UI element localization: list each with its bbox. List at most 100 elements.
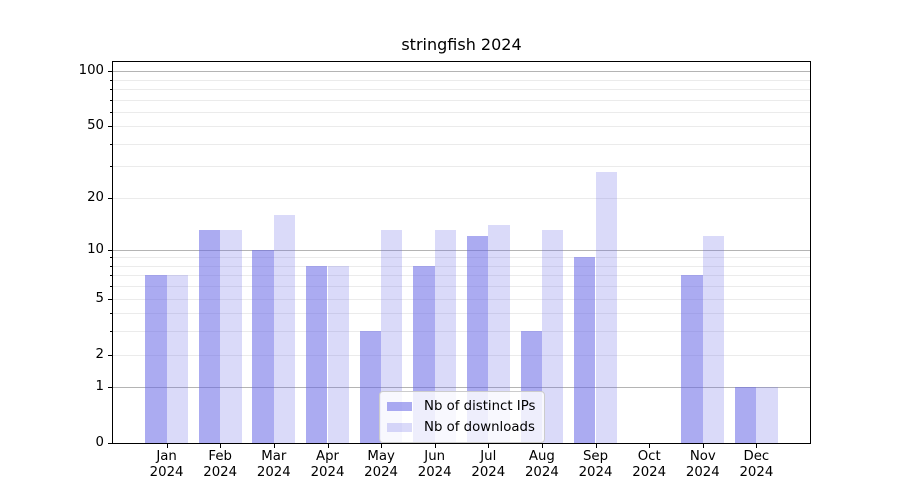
y-tick-mark — [108, 298, 112, 300]
y-tick-label: 20 — [87, 189, 104, 205]
y-tick-label: 50 — [87, 118, 104, 134]
x-tick-label: Sep 2024 — [556, 449, 636, 481]
legend-swatch — [387, 422, 412, 432]
x-tick-month: Jan — [156, 449, 177, 464]
x-tick-mark — [649, 444, 651, 448]
x-tick-year: 2024 — [524, 465, 559, 480]
x-tick-year: 2024 — [149, 465, 184, 480]
plot-area — [112, 61, 811, 444]
x-tick-label: May 2024 — [341, 449, 421, 481]
y-minor-tick-mark — [110, 111, 112, 113]
x-tick-month: Feb — [208, 449, 232, 464]
x-tick-month: Sep — [582, 449, 609, 464]
x-tick-year: 2024 — [364, 465, 399, 480]
major-gridline — [113, 71, 810, 72]
bar-nb-of-distinct-ips — [574, 257, 596, 443]
y-minor-tick-mark — [110, 265, 112, 267]
x-tick-mark — [166, 444, 168, 448]
minor-gridline — [113, 354, 810, 356]
y-minor-tick-mark — [110, 275, 112, 277]
x-tick-year: 2024 — [471, 465, 506, 480]
x-tick-label: Mar 2024 — [234, 449, 314, 481]
y-minor-tick-mark — [110, 99, 112, 101]
x-tick-label: Dec 2024 — [716, 449, 796, 481]
bar-nb-of-distinct-ips — [681, 275, 703, 443]
bar-nb-of-downloads — [166, 275, 188, 443]
major-gridline — [113, 387, 810, 389]
x-tick-month: May — [367, 449, 395, 464]
x-tick-label: Oct 2024 — [609, 449, 689, 481]
minor-gridline — [113, 313, 810, 315]
x-tick-year: 2024 — [417, 465, 452, 480]
legend-entry: Nb of downloads — [387, 418, 535, 436]
y-tick-label: 2 — [95, 346, 104, 362]
x-tick-mark — [327, 444, 329, 448]
x-tick-month: Jun — [424, 449, 446, 464]
x-tick-mark — [381, 444, 383, 448]
bar-nb-of-downloads — [756, 387, 778, 443]
x-tick-month: Oct — [637, 449, 661, 464]
x-tick-mark — [756, 444, 758, 448]
minor-gridline — [113, 79, 810, 81]
bar-nb-of-downloads — [702, 236, 725, 443]
bar-nb-of-distinct-ips — [306, 265, 328, 443]
y-minor-tick-mark — [110, 313, 112, 315]
bar-nb-of-downloads — [541, 230, 564, 443]
y-tick-mark — [108, 126, 112, 128]
legend-swatch — [387, 401, 412, 411]
bar-nb-of-downloads — [595, 171, 617, 443]
minor-gridline — [113, 99, 810, 101]
x-tick-year: 2024 — [685, 465, 720, 480]
y-tick-label: 5 — [95, 290, 104, 306]
bar-nb-of-downloads — [273, 214, 296, 443]
major-gridline — [113, 249, 810, 251]
x-tick-label: Jan 2024 — [127, 449, 207, 481]
minor-gridline — [113, 197, 810, 199]
y-tick-label: 100 — [78, 63, 104, 78]
x-tick-label: Nov 2024 — [663, 449, 743, 481]
y-minor-tick-mark — [110, 79, 112, 81]
minor-gridline — [113, 265, 810, 267]
bar-nb-of-downloads — [327, 265, 349, 443]
x-tick-mark — [273, 444, 275, 448]
y-tick-mark — [108, 197, 112, 199]
x-tick-label: Jun 2024 — [395, 449, 475, 481]
minor-gridline — [113, 257, 810, 259]
bar-nb-of-downloads — [488, 224, 510, 443]
x-tick-month: Jul — [480, 449, 497, 464]
x-tick-mark — [541, 444, 543, 448]
y-minor-tick-mark — [110, 257, 112, 259]
x-tick-mark — [220, 444, 222, 448]
legend-label: Nb of downloads — [424, 419, 535, 435]
x-tick-month: Aug — [528, 449, 555, 464]
minor-gridline — [113, 88, 810, 90]
bar-nb-of-distinct-ips — [145, 275, 167, 443]
y-minor-tick-mark — [110, 286, 112, 288]
minor-gridline — [113, 143, 810, 145]
bar-nb-of-downloads — [381, 230, 403, 443]
y-tick-label: 10 — [87, 241, 104, 257]
bar-nb-of-downloads — [220, 230, 242, 443]
legend-label: Nb of distinct IPs — [424, 398, 536, 414]
chart-title: stringfish 2024 — [401, 35, 522, 54]
y-minor-tick-mark — [110, 331, 112, 333]
x-tick-label: Apr 2024 — [288, 449, 368, 481]
minor-gridline — [113, 275, 810, 277]
minor-gridline — [113, 298, 810, 300]
x-tick-month: Dec — [743, 449, 770, 464]
y-minor-tick-mark — [110, 166, 112, 168]
x-tick-year: 2024 — [256, 465, 291, 480]
x-tick-year: 2024 — [632, 465, 667, 480]
y-tick-label: 1 — [95, 379, 104, 395]
legend-entry: Nb of distinct IPs — [387, 397, 535, 415]
x-tick-month: Nov — [689, 449, 716, 464]
bar-nb-of-distinct-ips — [359, 331, 381, 443]
minor-gridline — [113, 286, 810, 288]
bar-nb-of-distinct-ips — [252, 249, 274, 443]
minor-gridline — [113, 331, 810, 333]
y-tick-mark — [108, 71, 112, 72]
x-tick-mark — [702, 444, 704, 448]
x-tick-year: 2024 — [739, 465, 774, 480]
x-tick-year: 2024 — [203, 465, 238, 480]
minor-gridline — [113, 126, 810, 128]
